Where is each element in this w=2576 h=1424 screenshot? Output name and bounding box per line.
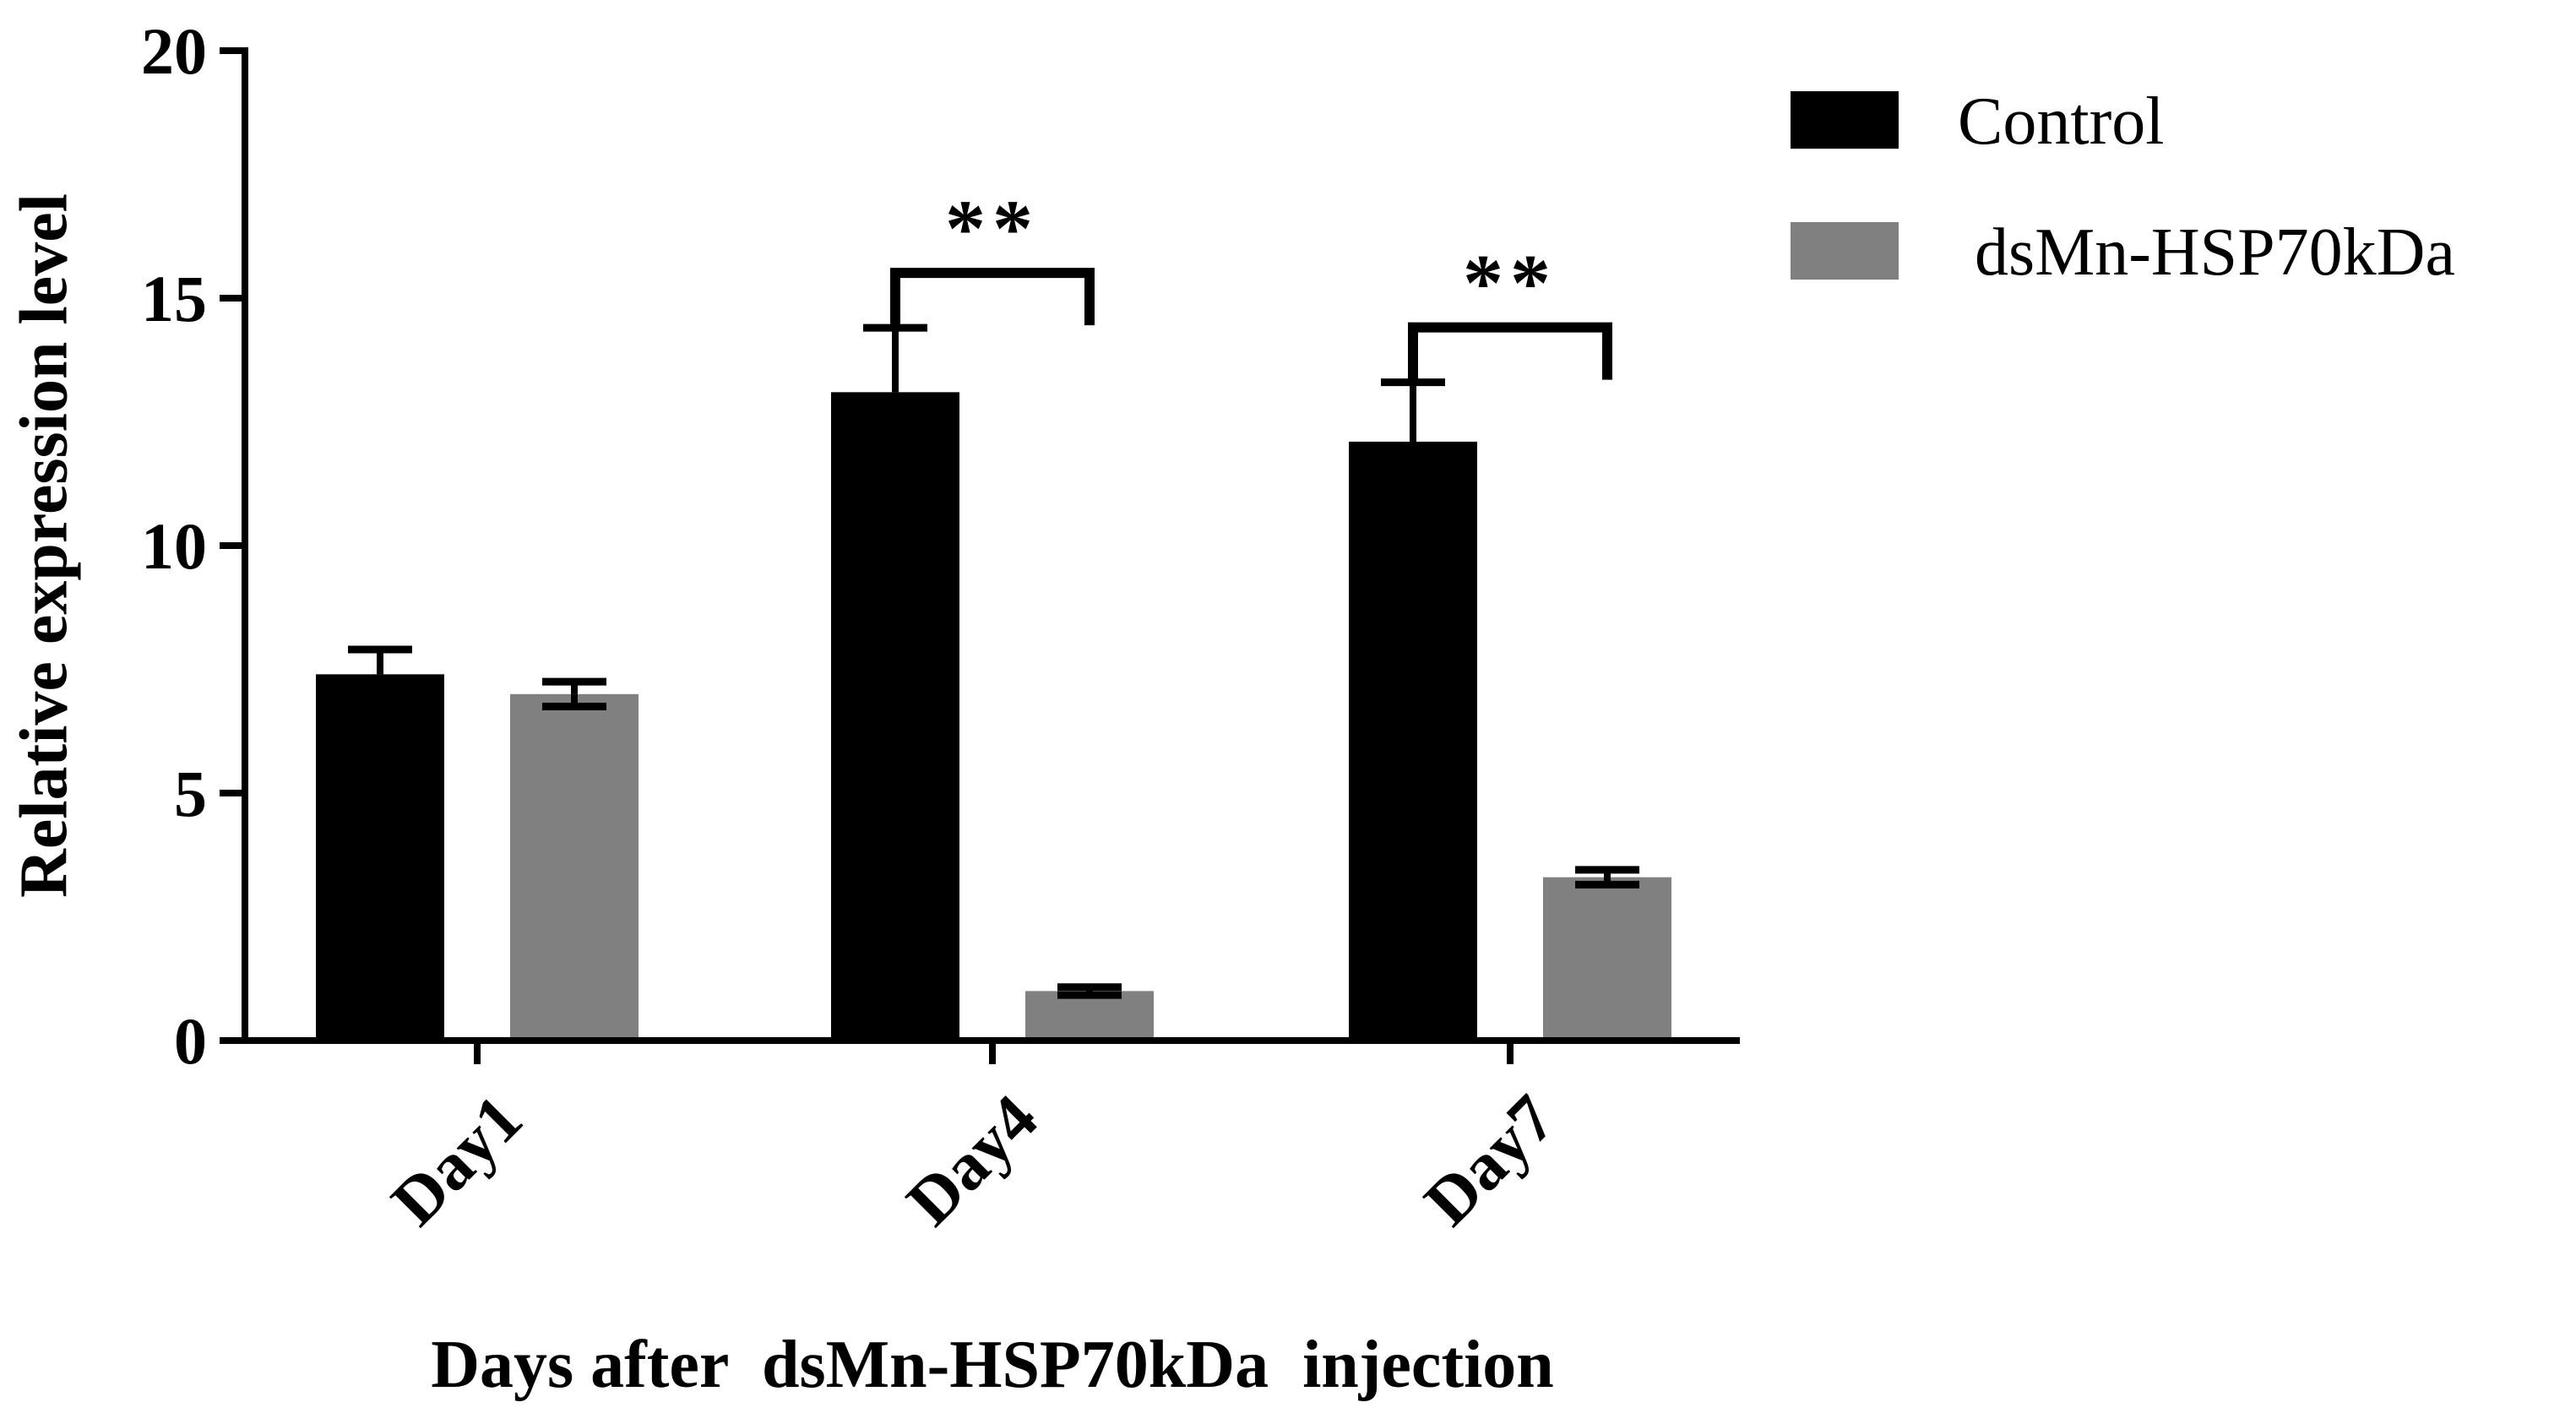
y-tick-label: 5 (174, 757, 207, 830)
y-tick-label: 0 (174, 1004, 207, 1078)
legend: Control dsMn-HSP70kDa (1791, 84, 2455, 290)
legend-label-control: Control (1958, 84, 2164, 159)
bar-dsmn-day4 (1025, 991, 1154, 1041)
y-ticks-layer: 0 5 10 15 20 (141, 14, 245, 1078)
legend-swatch-control (1791, 91, 1899, 149)
significance-bracket (1408, 322, 1612, 380)
legend-label-dsmn: dsMn-HSP70kDa (1958, 215, 2455, 290)
x-tick-label-day7: Day7 (1410, 1081, 1569, 1240)
legend-swatch-dsmn (1791, 222, 1899, 280)
significance-label: ** (1463, 238, 1557, 329)
bar-dsmn-day7 (1543, 877, 1671, 1041)
x-tick-label-day4: Day4 (893, 1081, 1052, 1240)
bar-control-day1 (316, 674, 444, 1041)
y-axis-title: Relative expression level (7, 193, 81, 898)
significance-bracket (890, 268, 1095, 326)
bar-dsmn-day1 (510, 693, 639, 1041)
x-tick-label-day1: Day1 (378, 1081, 536, 1240)
bar-control-day7 (1349, 441, 1477, 1041)
significance-label: ** (945, 183, 1040, 274)
significance-layer: ** ** (890, 183, 1612, 380)
y-tick-label: 10 (141, 509, 207, 583)
x-ticks-layer: Day1 Day4 Day7 (378, 1041, 1569, 1240)
y-tick-label: 20 (141, 14, 207, 88)
error-bars-layer (348, 323, 1639, 999)
y-tick-label: 15 (141, 262, 207, 335)
bars-layer (316, 392, 1671, 1041)
bar-control-day4 (831, 392, 959, 1041)
x-axis-title: Days after dsMn-HSP70kDa injection (431, 1328, 1554, 1402)
